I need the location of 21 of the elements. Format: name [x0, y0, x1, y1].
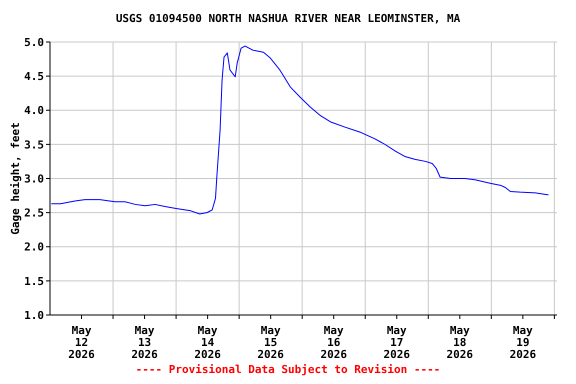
- x-tick-label: May 12 2026: [68, 324, 96, 361]
- y-tick-label: 2.5: [24, 206, 44, 220]
- y-tick-label: 1.0: [24, 308, 44, 322]
- y-tick-label: 4.5: [24, 70, 44, 84]
- y-tick-label: 3.5: [24, 138, 44, 152]
- x-tick-label: May 18 2026: [446, 324, 474, 361]
- x-tick-label: May 15 2026: [257, 324, 284, 361]
- x-tick-label: May 19 2026: [510, 324, 536, 361]
- y-tick-label: 2.0: [24, 240, 44, 254]
- text: ---- Provisional Data Subject to Revision ----: [134, 363, 442, 376]
- x-tick-label: May 13 2026: [131, 324, 158, 361]
- y-tick-label: 1.5: [24, 274, 44, 288]
- x-tick-label: May 17 2026: [384, 324, 410, 361]
- y-tick-label: 4.0: [24, 104, 44, 118]
- line-series: [50, 46, 549, 214]
- x-tick-label: May 16 2026: [320, 324, 348, 361]
- y-tick-label: 5.0: [24, 36, 44, 49]
- x-tick-label: May 14 2026: [194, 324, 222, 361]
- y-tick-label: 3.0: [24, 172, 44, 186]
- chart-title: USGS 01094500 NORTH NASHUA RIVER NEAR LEOMINSTER, MA: [114, 11, 462, 27]
- y-axis-title: Gage height, feet: [8, 122, 22, 235]
